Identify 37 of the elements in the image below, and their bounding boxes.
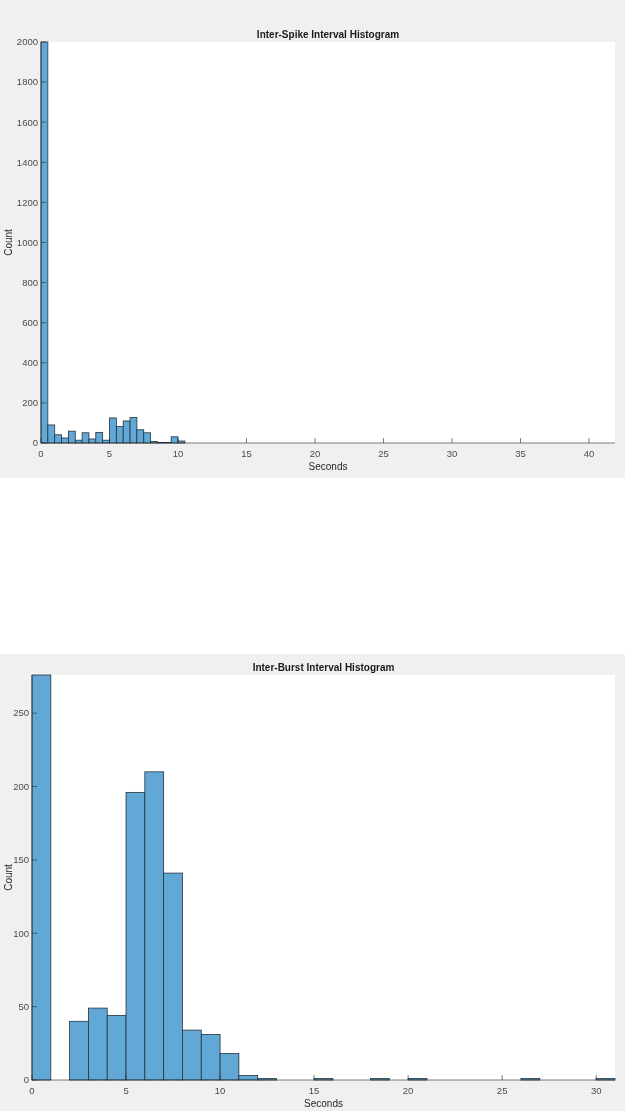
x-tick-label: 25 (496, 1085, 508, 1096)
x-tick-label: 20 (309, 448, 321, 459)
y-tick-label: 250 (13, 707, 29, 719)
x-tick-label: 5 (123, 1085, 129, 1096)
y-axis-title: Count (3, 863, 14, 891)
y-tick-label: 100 (13, 927, 29, 939)
y-tick-label: 0 (32, 437, 38, 449)
chart-title: Inter-Burst Interval Histogram (252, 662, 395, 673)
x-tick-label: 25 (378, 448, 389, 459)
x-axis-title: Seconds (308, 461, 348, 472)
x-tick-label: 40 (583, 448, 595, 459)
x-tick-label: 15 (308, 1085, 320, 1096)
y-tick-label: 1000 (16, 236, 38, 248)
y-tick-label: 800 (22, 276, 38, 288)
y-tick-label: 200 (13, 780, 29, 792)
y-tick-label: 1200 (16, 196, 38, 208)
y-tick-label: 150 (13, 854, 29, 866)
x-tick-label: 15 (241, 448, 252, 459)
x-tick-label: 5 (106, 448, 113, 459)
y-tick-label: 600 (22, 317, 38, 328)
y-tick-label: 0 (23, 1074, 29, 1086)
y-tick-label: 1400 (16, 156, 38, 168)
x-tick-label: 10 (172, 448, 184, 459)
y-tick-label: 50 (18, 1000, 29, 1012)
y-axis-title: Count (3, 228, 14, 256)
x-tick-label: 30 (446, 448, 458, 459)
y-tick-label: 1600 (16, 116, 38, 128)
y-tick-label: 400 (22, 357, 38, 369)
x-tick-label: 30 (590, 1085, 602, 1096)
x-axis-title: Seconds (304, 1098, 343, 1109)
x-tick-label: 20 (402, 1085, 414, 1096)
y-tick-label: 1800 (16, 76, 38, 88)
x-tick-label: 10 (214, 1085, 226, 1096)
y-tick-label: 2000 (16, 36, 38, 48)
x-tick-label: 35 (515, 448, 526, 459)
y-tick-label: 200 (22, 397, 38, 409)
chart-title: Inter-Spike Interval Histogram (256, 29, 400, 40)
